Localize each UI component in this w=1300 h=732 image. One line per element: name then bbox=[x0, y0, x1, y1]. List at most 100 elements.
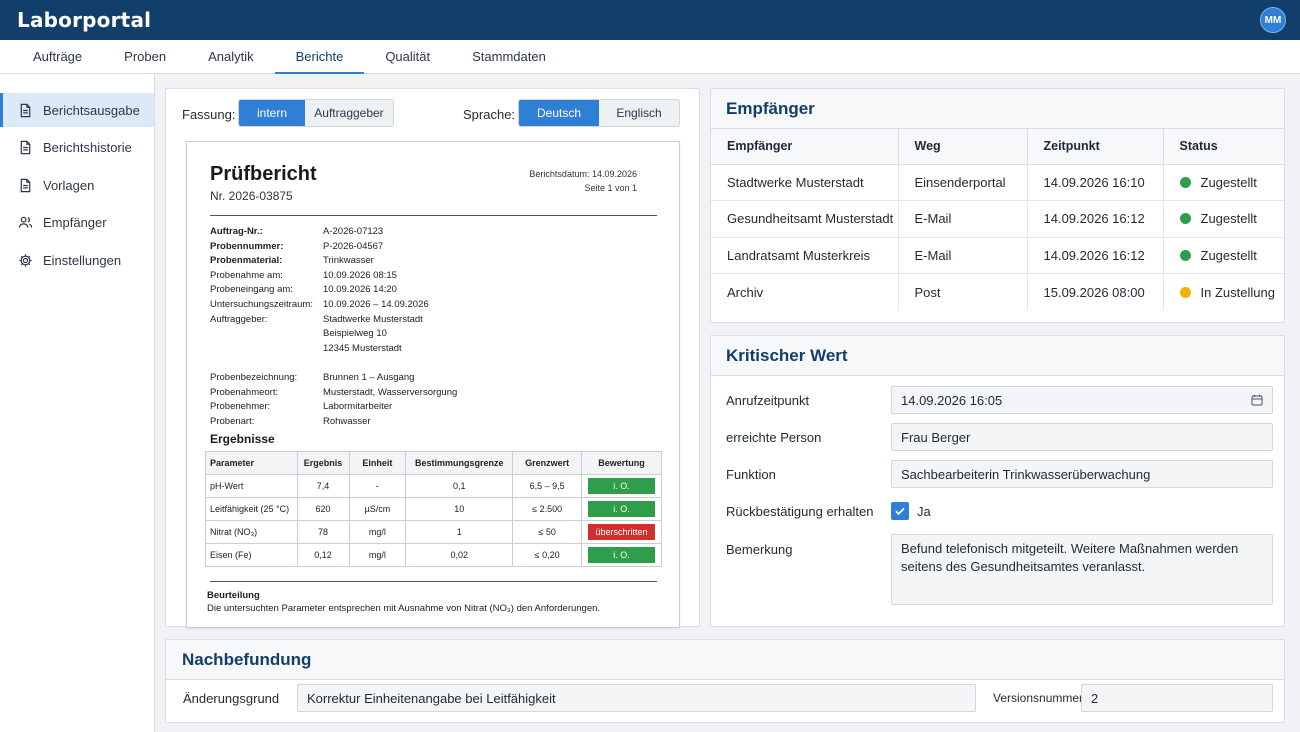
gear-icon bbox=[19, 253, 32, 267]
app-title: Laborportal bbox=[17, 8, 152, 32]
confirm-label: Rückbestätigung erhalten bbox=[726, 504, 874, 519]
recipient-row[interactable]: Stadtwerke Musterstadt Einsenderportal 14.… bbox=[711, 164, 1284, 201]
results-cell: 1 bbox=[405, 520, 514, 544]
recipient-cell: 14.09.2026 16:10 bbox=[1027, 164, 1164, 201]
person-label: erreichte Person bbox=[726, 430, 822, 445]
report-document: Prüfbericht Nr. 2026-03875 Berichtsdatum… bbox=[186, 141, 680, 628]
followup-title: Nachbefundung bbox=[166, 640, 1284, 680]
reason-input[interactable]: Korrektur Einheitenangabe bei Leitfähigk… bbox=[297, 684, 976, 712]
calendar-icon[interactable] bbox=[1251, 394, 1263, 406]
recipient-cell: Gesundheitsamt Musterstadt bbox=[711, 200, 899, 238]
document-icon bbox=[20, 140, 31, 155]
results-cell: ≤ 0,20 bbox=[512, 543, 583, 567]
sprache-option-englisch[interactable]: Englisch bbox=[616, 106, 662, 120]
results-cell: i. O. bbox=[581, 497, 662, 521]
report-field-key: Probeneingang am: bbox=[210, 284, 293, 296]
report-title: Prüfbericht bbox=[210, 163, 317, 185]
report-preview-panel: Fassung: intern Auftraggeber Sprache: De… bbox=[165, 88, 700, 628]
person-input[interactable]: Frau Berger bbox=[891, 423, 1273, 451]
evaluation-badge: i. O. bbox=[588, 547, 655, 563]
report-field-row: Beispielweg 10 bbox=[210, 327, 457, 342]
results-row: Leitfähigkeit (25 °C) 620 µS/cm 10 ≤ 2.500 i.… bbox=[205, 497, 662, 521]
sidebar-item-label: Einstellungen bbox=[43, 252, 122, 268]
report-field-key: Untersuchungszeitraum: bbox=[210, 298, 313, 310]
sidebar-item-berichtsausgabe[interactable]: Berichtsausgabe bbox=[0, 93, 154, 127]
report-field-value: Beispielweg 10 bbox=[323, 328, 387, 340]
recipient-status-cell: Zugestellt bbox=[1163, 164, 1284, 201]
results-cell: mg/l bbox=[348, 543, 407, 567]
function-input[interactable]: Sachbearbeiterin Trinkwasserüberwachung bbox=[891, 460, 1273, 488]
report-field-value: A-2026-07123 bbox=[323, 226, 384, 237]
status-dot-icon bbox=[1179, 176, 1191, 188]
assessment-text: Die untersuchten Parameter entsprechen m… bbox=[207, 603, 601, 614]
report-field-value: Stadtwerke Musterstadt bbox=[323, 313, 423, 325]
recipient-row[interactable]: Landratsamt Musterkreis E-Mail 14.09.2026 … bbox=[711, 237, 1284, 274]
sidebar-item-label: Berichtshistorie bbox=[43, 140, 132, 155]
tab-qualitaet[interactable]: Qualität bbox=[385, 49, 431, 64]
call-time-input[interactable]: 14.09.2026 16:05 bbox=[891, 386, 1273, 414]
recipients-column-header: Weg bbox=[898, 129, 1028, 165]
tab-berichte[interactable]: Berichte bbox=[274, 40, 365, 74]
report-field-row: Auftrag-Nr.: A-2026-07123 bbox=[210, 225, 457, 240]
recipients-column-header: Status bbox=[1163, 129, 1284, 165]
tab-stammdaten[interactable]: Stammdaten bbox=[472, 49, 546, 64]
recipient-cell: E-Mail bbox=[898, 237, 1028, 274]
remark-label: Bemerkung bbox=[726, 542, 793, 557]
fassung-toggle: intern Auftraggeber bbox=[238, 99, 394, 127]
report-field-row: Probenahme am: 10.09.2026 08:15 bbox=[210, 269, 457, 284]
critical-value-panel: Kritischer Wert Anrufzeitpunkt 14.09.202… bbox=[710, 335, 1285, 627]
sidebar-item-vorlagen[interactable]: Vorlagen bbox=[0, 168, 154, 202]
call-time-value: 14.09.2026 16:05 bbox=[901, 392, 1003, 408]
assessment-heading: Beurteilung bbox=[207, 590, 260, 601]
sidebar-item-berichtshistorie[interactable]: Berichtshistorie bbox=[0, 131, 154, 165]
recipient-row[interactable]: Archiv Post 15.09.2026 08:00 In Zustellung bbox=[711, 273, 1284, 310]
recipient-cell: Stadtwerke Musterstadt bbox=[711, 164, 899, 201]
recipient-cell: Archiv bbox=[711, 273, 899, 310]
sprache-label: Sprache: bbox=[463, 107, 516, 122]
tab-proben[interactable]: Proben bbox=[124, 49, 167, 64]
report-field-value: Musterstadt, Wasserversorgung bbox=[323, 386, 458, 398]
report-field-key bbox=[210, 342, 323, 357]
results-cell: i. O. bbox=[581, 543, 662, 567]
version-input[interactable]: 2 bbox=[1081, 684, 1273, 712]
report-field-key: Probenmaterial: bbox=[210, 255, 283, 267]
results-cell: Leitfähigkeit (25 °C) bbox=[205, 497, 298, 521]
report-field-value: Labormitarbeiter bbox=[323, 401, 393, 413]
confirm-text: Ja bbox=[917, 504, 931, 519]
fassung-option-intern[interactable]: intern bbox=[239, 100, 305, 126]
remark-textarea[interactable]: Befund telefonisch mitgeteilt. Weitere M… bbox=[891, 534, 1273, 605]
recipient-cell: Post bbox=[898, 273, 1028, 310]
sidebar-item-label: Vorlagen bbox=[43, 177, 95, 193]
report-field-row: Auftraggeber: Stadtwerke Musterstadt bbox=[210, 313, 457, 328]
recipients-table: Empfänger Weg Zeitpunkt Status Stadtwerke M… bbox=[711, 129, 1284, 310]
report-field-value: 10.09.2026 14:20 bbox=[323, 284, 397, 296]
tab-auftraege[interactable]: Aufträge bbox=[33, 49, 83, 64]
recipient-row[interactable]: Gesundheitsamt Musterstadt E-Mail 14.09.20… bbox=[711, 200, 1284, 238]
results-cell: ≤ 2.500 bbox=[512, 497, 583, 521]
check-icon bbox=[895, 507, 905, 516]
user-avatar[interactable]: MM bbox=[1260, 7, 1286, 33]
report-field-key: Probennummer: bbox=[210, 240, 284, 252]
divider bbox=[210, 581, 657, 582]
sidebar-item-einstellungen[interactable]: Einstellungen bbox=[0, 243, 154, 277]
report-field-row: Untersuchungszeitraum: 10.09.2026 – 14.09… bbox=[210, 298, 457, 313]
report-field-value: Trinkwasser bbox=[323, 255, 374, 267]
report-field-value: Brunnen 1 – Ausgang bbox=[323, 371, 415, 383]
results-column-header: Ergebnis bbox=[296, 451, 350, 475]
results-cell: Nitrat (NO₃) bbox=[205, 520, 298, 544]
report-field-key: Probenart: bbox=[210, 415, 255, 427]
sidebar-item-empfaenger[interactable]: Empfänger bbox=[0, 206, 154, 240]
recipient-cell: 15.09.2026 08:00 bbox=[1027, 273, 1164, 310]
recipient-cell: 14.09.2026 16:12 bbox=[1027, 237, 1164, 274]
report-field-key: Auftraggeber: bbox=[210, 313, 268, 325]
report-field-key: Probenbezeichnung: bbox=[210, 371, 298, 383]
results-column-header: Bestimmungsgrenze bbox=[405, 451, 514, 475]
fassung-option-auftraggeber[interactable]: Auftraggeber bbox=[314, 106, 384, 120]
sprache-toggle: Deutsch Englisch bbox=[518, 99, 680, 127]
recipients-title: Empfänger bbox=[711, 89, 1284, 129]
sprache-option-deutsch[interactable]: Deutsch bbox=[519, 100, 599, 126]
divider bbox=[210, 215, 657, 216]
confirm-checkbox[interactable] bbox=[891, 502, 909, 520]
report-field-value: 10.09.2026 – 14.09.2026 bbox=[323, 298, 429, 310]
tab-analytik[interactable]: Analytik bbox=[208, 49, 254, 64]
